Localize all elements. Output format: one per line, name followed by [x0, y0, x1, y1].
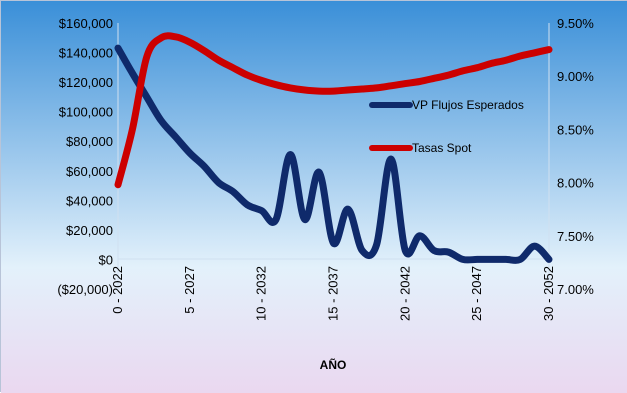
- y-right-tick-label: 8.50%: [557, 122, 594, 137]
- y-right-tick-label: 9.50%: [557, 16, 594, 31]
- y-left-tick-label: $100,000: [59, 105, 113, 120]
- x-tick-label: 20 - 2042: [397, 266, 412, 321]
- y-axis-right-ticks: 9.50% 9.00% 8.50% 8.00% 7.50% 7.00%: [557, 16, 594, 297]
- legend: VP Flujos Esperados Tasas Spot: [369, 98, 524, 155]
- x-tick-label: 5 - 2027: [182, 266, 197, 314]
- x-tick-label: 0 - 2022: [110, 266, 125, 314]
- x-axis-ticks: 0 - 2022 5 - 2027 10 - 2032 15 - 2037 20 - 2…: [110, 266, 556, 321]
- y-right-tick-label: 8.00%: [557, 176, 594, 191]
- y-left-tick-label: $80,000: [66, 134, 113, 149]
- x-tick-label: 30 - 2052: [541, 266, 556, 321]
- y-left-tick-label: $40,000: [66, 193, 113, 208]
- legend-label: Tasas Spot: [412, 141, 472, 155]
- y-left-tick-label: $60,000: [66, 164, 113, 179]
- legend-label: VP Flujos Esperados: [412, 98, 524, 112]
- y-left-tick-label: $20,000: [66, 223, 113, 238]
- x-tick-label: 10 - 2032: [254, 266, 269, 321]
- y-left-tick-label: $0: [99, 252, 113, 267]
- y-right-tick-label: 7.50%: [557, 229, 594, 244]
- y-left-tick-label: ($20,000): [57, 282, 113, 297]
- x-tick-label: 15 - 2037: [326, 266, 341, 321]
- y-axis-left-ticks: $160,000 $140,000 $120,000 $100,000 $80,000 $…: [57, 16, 113, 297]
- y-right-tick-label: 9.00%: [557, 69, 594, 84]
- x-tick-label: 25 - 2047: [469, 266, 484, 321]
- series-group: [114, 32, 553, 264]
- y-left-tick-label: $140,000: [59, 46, 113, 61]
- series-line-tasas-spot: [114, 32, 553, 189]
- x-axis-title: AÑO: [320, 357, 347, 372]
- y-right-tick-label: 7.00%: [557, 282, 594, 297]
- y-left-tick-label: $120,000: [59, 75, 113, 90]
- y-left-tick-label: $160,000: [59, 16, 113, 31]
- series-line-vp-flujos-esperados: [114, 44, 553, 264]
